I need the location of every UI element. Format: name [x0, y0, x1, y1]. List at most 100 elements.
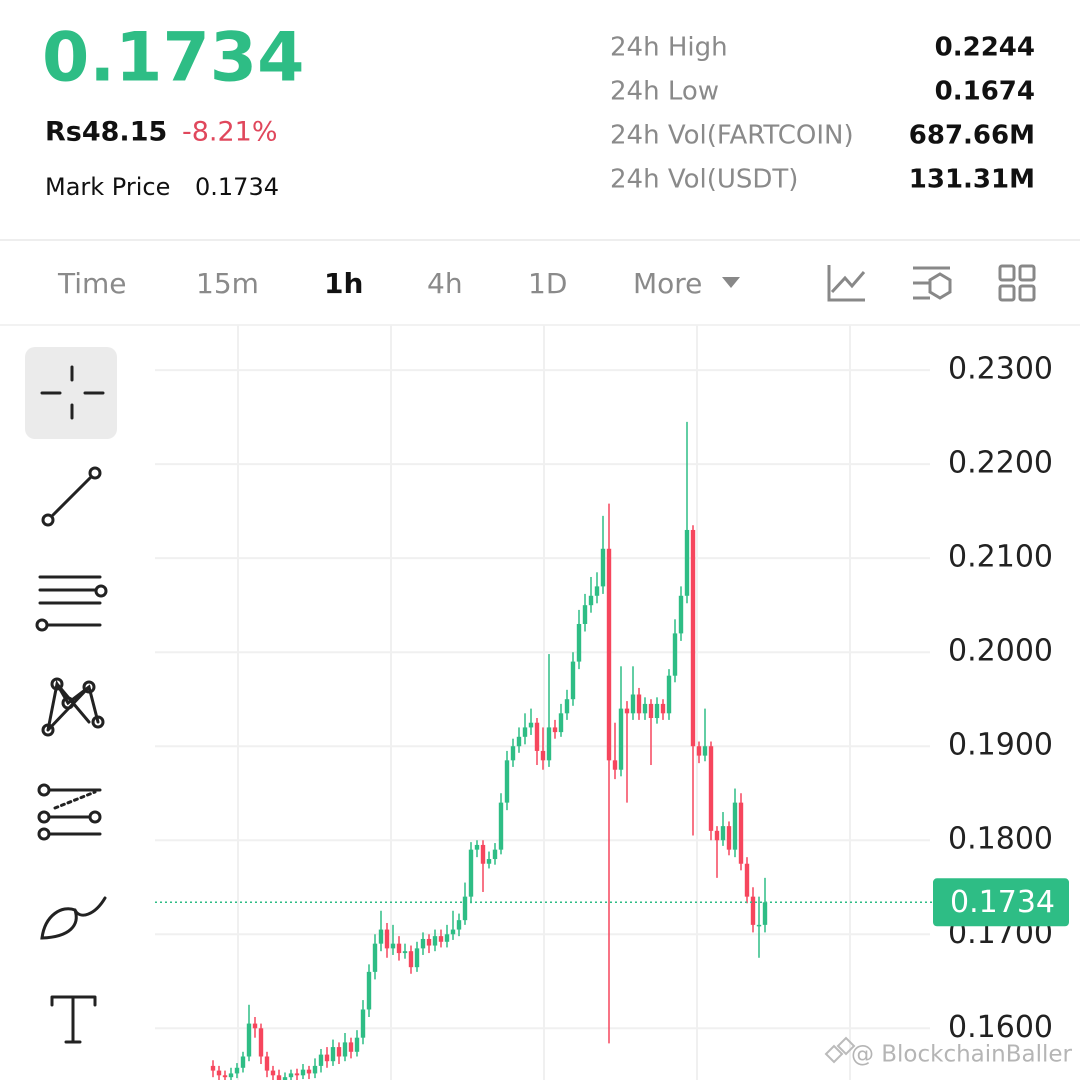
candle-body	[492, 849, 498, 860]
text-tool[interactable]	[50, 995, 97, 1044]
candle-body	[324, 1054, 330, 1062]
candle-body	[450, 929, 456, 935]
candle-body	[264, 1056, 270, 1071]
candle-body	[240, 1056, 246, 1068]
candle-body	[546, 727, 552, 761]
candle-body	[468, 849, 474, 897]
candle-body	[606, 548, 612, 761]
layout-icon[interactable]	[998, 264, 1036, 302]
y-tick-label: 0.1600	[948, 1010, 1053, 1045]
candle-body	[444, 934, 450, 942]
candle-body	[516, 736, 522, 747]
stat-value: 0.1674	[935, 77, 1035, 107]
y-tick-label: 0.1800	[948, 822, 1053, 857]
candle-body	[390, 943, 396, 949]
tab-more[interactable]: More	[633, 267, 702, 300]
candle-body	[594, 586, 600, 596]
y-tick-label: 0.2000	[948, 634, 1053, 669]
overlay: 0.1734	[155, 878, 1069, 927]
candle-body	[216, 1070, 222, 1076]
candle-body	[666, 675, 672, 714]
horizontal-lines-tool[interactable]	[35, 575, 108, 632]
tab[interactable]: 1D	[528, 267, 567, 300]
price-change: -8.21%	[182, 117, 278, 148]
y-tick-label: 0.2200	[948, 446, 1053, 481]
tab[interactable]: Time	[57, 267, 127, 300]
candle-body	[228, 1073, 234, 1078]
y-tick-label: 0.2100	[948, 540, 1053, 575]
crosshair-tool[interactable]	[25, 347, 117, 439]
candle-body	[360, 1009, 366, 1038]
candle-body	[510, 746, 516, 761]
mark-price: 0.1734	[195, 173, 279, 201]
candle-body	[522, 727, 528, 737]
candle-body	[318, 1054, 324, 1066]
candle-body	[432, 936, 438, 946]
candle-body	[234, 1067, 240, 1074]
candle-body	[564, 699, 570, 714]
candle-body	[366, 971, 372, 1010]
trendline-tool[interactable]	[41, 466, 102, 527]
brush-tool[interactable]	[40, 896, 107, 940]
candles	[210, 421, 768, 1080]
candle-body	[486, 859, 492, 864]
time-grid	[237, 325, 851, 1080]
candle-body	[714, 830, 720, 841]
candle-body	[744, 863, 750, 897]
candle-body	[210, 1065, 216, 1071]
candle-body	[582, 605, 588, 624]
last-price-label: 0.1734	[950, 885, 1055, 920]
candle-body	[408, 951, 414, 968]
last-price-tag	[933, 878, 1069, 927]
candle-body	[438, 936, 444, 942]
tab[interactable]: 15m	[196, 267, 259, 300]
fib-tool[interactable]	[37, 783, 102, 841]
candle-body	[222, 1075, 228, 1078]
candle-body	[480, 844, 486, 864]
fiat-price: Rs48.15	[45, 117, 167, 148]
stat-label: 24h High	[610, 33, 728, 63]
candle-body	[252, 1023, 258, 1029]
candle-body	[696, 746, 702, 756]
y-tick-label: 0.1900	[948, 728, 1053, 763]
candle-body	[576, 623, 582, 662]
stat-label: 24h Low	[610, 77, 719, 107]
candle-body	[354, 1037, 360, 1052]
indicator-icon[interactable]	[827, 265, 866, 302]
candle-body	[558, 713, 564, 733]
candle-body	[570, 661, 576, 700]
candle-body	[282, 1077, 288, 1080]
tab-active[interactable]: 1h	[324, 267, 363, 300]
candle-body	[552, 727, 558, 733]
candle-body	[534, 722, 540, 751]
candle-body	[306, 1069, 312, 1074]
candle-body	[732, 802, 738, 850]
dropdown-arrow[interactable]	[722, 277, 740, 288]
candle-body	[402, 951, 408, 954]
candle-body	[372, 943, 378, 972]
candle-body	[612, 760, 618, 770]
candle-body	[678, 595, 684, 634]
tab[interactable]: 4h	[427, 267, 463, 300]
candle-body	[288, 1073, 294, 1078]
candle-body	[420, 938, 426, 949]
candle-body	[660, 703, 666, 714]
stat-label: 24h Vol(USDT)	[610, 165, 798, 195]
candle-body	[618, 708, 624, 770]
candle-body	[396, 943, 402, 954]
candle-body	[378, 929, 384, 944]
candle-body	[588, 595, 594, 606]
candle-body	[498, 802, 504, 850]
candle-body	[654, 703, 660, 719]
pattern-tool[interactable]	[41, 677, 105, 737]
candle-body	[528, 722, 534, 728]
candle-body	[504, 760, 510, 803]
settings-icon[interactable]	[913, 266, 952, 300]
candle-body	[540, 750, 546, 761]
candle-body	[342, 1042, 348, 1057]
y-tick-label: 0.2300	[948, 352, 1053, 387]
stats-panel: 24h High 0.2244 24h Low 0.1674 24h Vol(FARTC…	[610, 33, 1035, 195]
candle-body	[726, 826, 732, 850]
candle-body	[270, 1070, 276, 1076]
